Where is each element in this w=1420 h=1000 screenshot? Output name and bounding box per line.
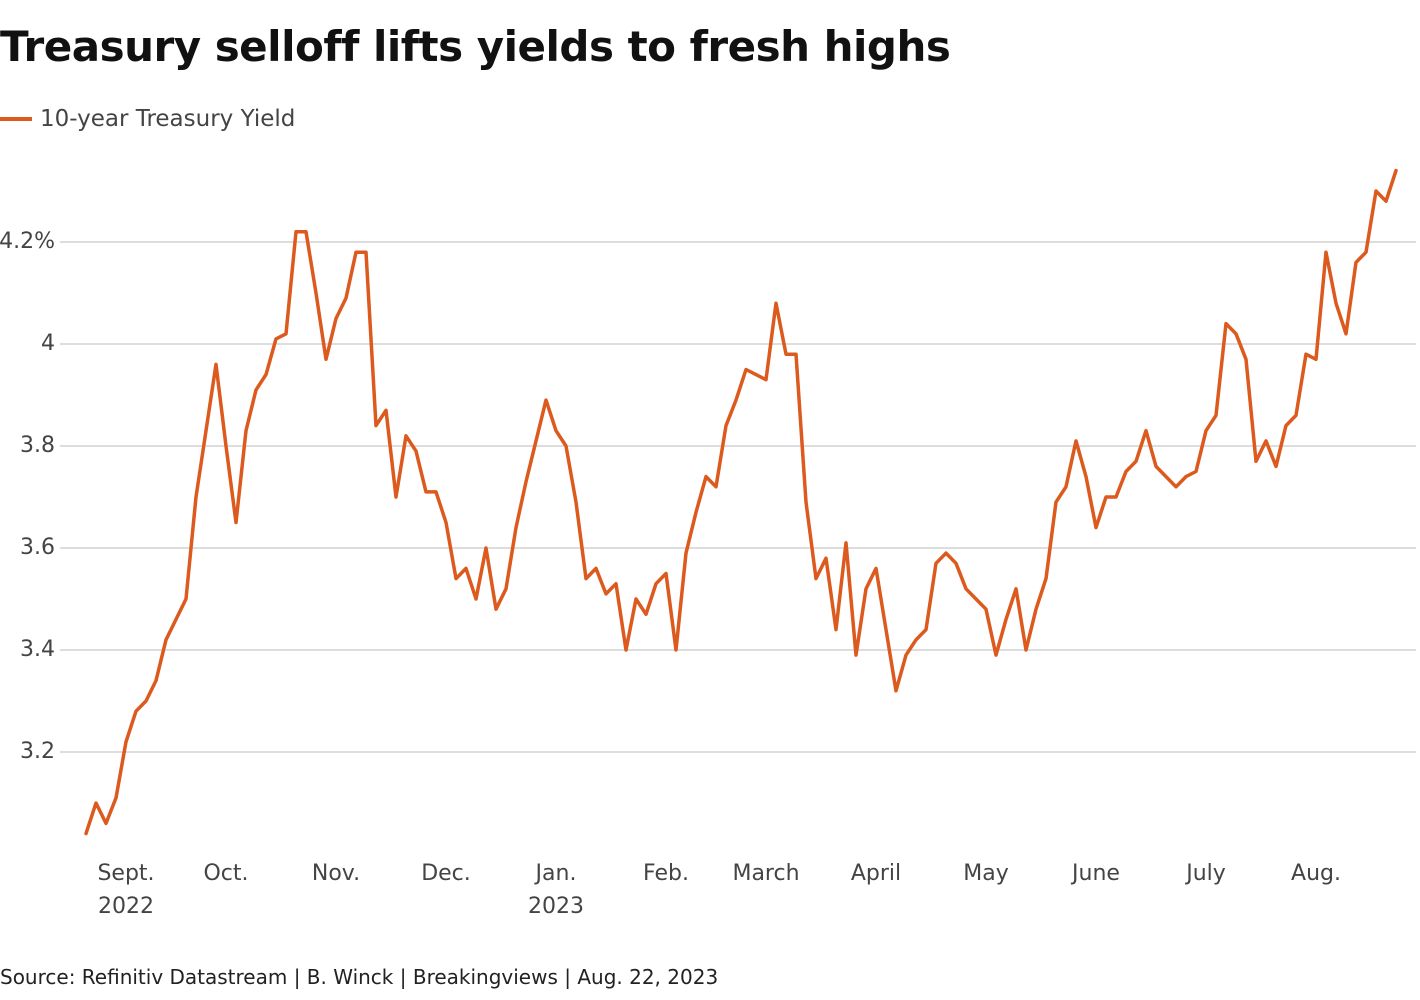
line	[84, 168, 1398, 836]
x-tick-label: Jan. 2023	[528, 861, 585, 919]
x-tick-label: Dec.	[421, 861, 471, 886]
x-tick-label: March	[732, 861, 800, 886]
legend: 10-year Treasury Yield	[0, 106, 295, 132]
x-tick-label: Sept. 2022	[97, 861, 155, 919]
x-tick-label: Nov.	[311, 861, 361, 886]
chart-title: Treasury selloff lifts yields to fresh h…	[0, 22, 951, 71]
source: Source: Refinitiv Datastream | B. Winck …	[0, 965, 719, 989]
x-tick-label: April	[850, 861, 902, 886]
x-tick-label: July	[1186, 861, 1226, 886]
y-tick-label: 3.2	[20, 739, 55, 764]
x-tick-label: May	[963, 861, 1009, 886]
y-tick-label: 4	[41, 331, 55, 356]
x-tick-label: Feb.	[643, 861, 689, 886]
y-tick-label: 3.4	[20, 637, 55, 662]
legend-label: 10-year Treasury Yield	[40, 106, 296, 132]
y-tick-label: 4.2%	[0, 229, 55, 254]
y-tick-label: 3.8	[20, 433, 55, 458]
x-tick-label: Aug.	[1291, 861, 1341, 886]
x-tick-label: June	[1072, 861, 1120, 886]
y-tick-label: 3.6	[20, 535, 55, 560]
legend-swatch	[0, 117, 32, 121]
x-tick-label: Oct.	[203, 861, 249, 886]
